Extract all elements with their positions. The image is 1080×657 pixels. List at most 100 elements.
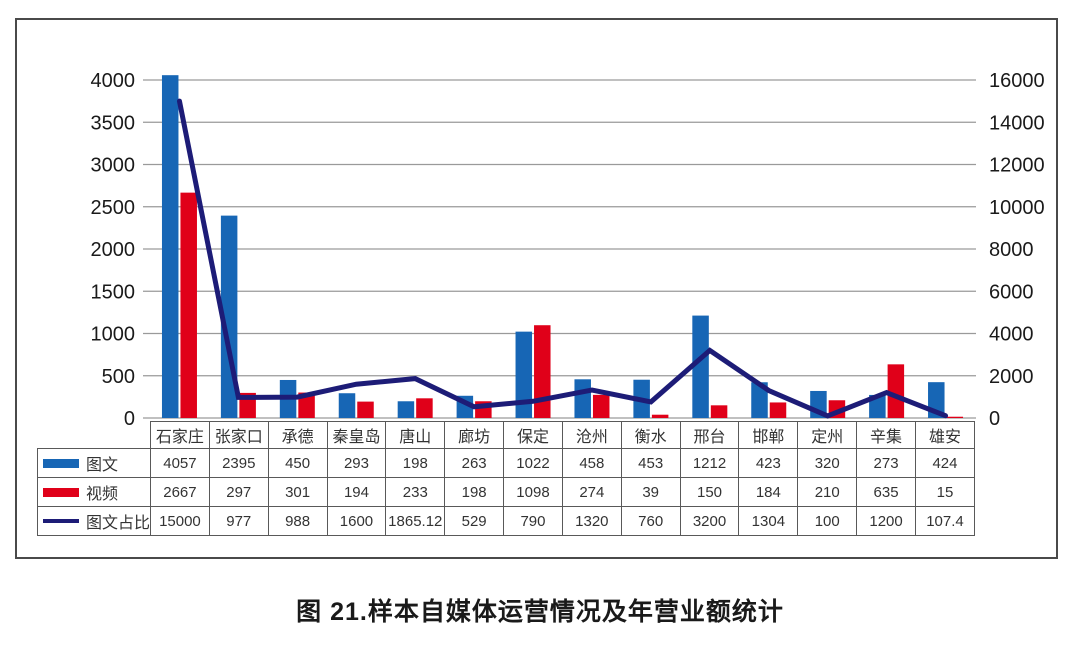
right-axis-tick-label: 10000 — [989, 197, 1045, 219]
value-cell-tuwen-5: 263 — [444, 448, 505, 478]
bar-tuwen-12 — [869, 394, 886, 418]
value-cell-shipin-11: 210 — [797, 477, 858, 507]
bar-shipin-0 — [180, 192, 197, 418]
bar-shipin-3 — [357, 401, 374, 418]
category-header-9: 邢台 — [679, 421, 740, 449]
value-cell-tuwen-zhanbi-13: 107.4 — [914, 506, 976, 536]
legend-line-swatch-icon — [43, 519, 79, 523]
right-axis-tick-label: 2000 — [989, 366, 1034, 388]
value-cell-shipin-1: 297 — [208, 477, 269, 507]
right-axis-tick-label: 12000 — [989, 155, 1045, 177]
legend-key-cell-shipin: 视频 — [37, 477, 151, 507]
bar-tuwen-0 — [161, 75, 179, 418]
category-header-7: 沧州 — [561, 421, 622, 449]
legend-bar-swatch-icon — [43, 458, 79, 468]
category-header-3: 秦皇岛 — [326, 421, 387, 449]
left-axis-tick-label: 3500 — [91, 112, 136, 134]
bar-shipin-6 — [534, 325, 551, 418]
value-cell-tuwen-zhanbi-1: 977 — [208, 506, 269, 536]
right-axis-tick-label: 0 — [989, 408, 1000, 430]
line-series-tuwen-zhanbi — [176, 98, 949, 419]
table-row-tuwen: 图文 4057 2395 450 293 198 263 1022 458 453 1212 423 3… — [37, 448, 976, 478]
bar-tuwen-6 — [515, 331, 533, 418]
left-axis-tick-label: 500 — [102, 366, 135, 388]
bar-tuwen-3 — [338, 393, 356, 418]
value-cell-tuwen-zhanbi-12: 1200 — [856, 506, 916, 536]
value-cell-tuwen-zhanbi-7: 1320 — [561, 506, 622, 536]
value-cell-tuwen-zhanbi-5: 529 — [444, 506, 505, 536]
value-cell-tuwen-6: 1022 — [503, 448, 563, 478]
right-axis-tick-label: 16000 — [989, 70, 1045, 92]
value-cell-tuwen-0: 4057 — [150, 448, 210, 478]
value-cell-tuwen-zhanbi-11: 100 — [797, 506, 858, 536]
bar-shipin-13 — [946, 416, 964, 418]
legend-bar-swatch-icon — [43, 487, 79, 497]
bar-shipin-9 — [710, 405, 728, 418]
left-axis-tick-label: 3000 — [91, 155, 136, 177]
right-axis-tick-label: 8000 — [989, 239, 1034, 261]
figure-caption: 图 21.样本自媒体运营情况及年营业额统计 — [296, 598, 784, 626]
table-corner-blank — [38, 422, 151, 449]
table-header-row: 石家庄 张家口 承德 秦皇岛 唐山 廊坊 保定 沧州 衡水 邢台 邯郸 定州 辛集 雄安 — [38, 421, 976, 449]
value-cell-shipin-10: 184 — [738, 477, 799, 507]
value-cell-shipin-12: 635 — [856, 477, 916, 507]
category-header-6: 保定 — [503, 421, 563, 449]
category-header-0: 石家庄 — [150, 421, 210, 449]
value-cell-shipin-2: 301 — [267, 477, 328, 507]
left-axis-tick-label: 2000 — [91, 239, 136, 261]
value-cell-tuwen-2: 450 — [267, 448, 328, 478]
value-cell-tuwen-9: 1212 — [679, 448, 740, 478]
value-cell-tuwen-12: 273 — [856, 448, 916, 478]
value-cell-tuwen-1: 2395 — [208, 448, 269, 478]
category-header-5: 廊坊 — [444, 421, 505, 449]
bar-tuwen-10 — [751, 382, 768, 418]
bar-shipin-12 — [887, 364, 905, 418]
legend-key-cell-tuwen: 图文 — [37, 448, 151, 478]
value-cell-tuwen-zhanbi-0: 15000 — [150, 506, 210, 536]
table-row-shipin: 视频 2667 297 301 194 233 198 1098 274 39 150 184 210 6… — [37, 477, 976, 507]
value-cell-tuwen-zhanbi-9: 3200 — [679, 506, 740, 536]
legend-label-shipin: 视频 — [86, 486, 119, 503]
value-cell-tuwen-zhanbi-2: 988 — [267, 506, 328, 536]
left-axis-tick-label: 1000 — [91, 324, 136, 346]
value-cell-tuwen-8: 453 — [620, 448, 681, 478]
value-cell-shipin-7: 274 — [561, 477, 622, 507]
left-axis-tick-label: 0 — [124, 408, 135, 430]
value-cell-tuwen-10: 423 — [738, 448, 799, 478]
value-cell-shipin-6: 1098 — [503, 477, 563, 507]
value-cell-shipin-13: 15 — [914, 477, 976, 507]
category-header-2: 承德 — [267, 421, 328, 449]
bar-shipin-8 — [651, 414, 669, 418]
left-axis-tick-label: 2500 — [91, 197, 136, 219]
right-axis-tick-label: 14000 — [989, 112, 1045, 134]
value-cell-tuwen-7: 458 — [561, 448, 622, 478]
bar-tuwen-4 — [397, 401, 415, 418]
legend-label-tuwen: 图文 — [86, 457, 119, 474]
category-header-4: 唐山 — [385, 421, 446, 449]
value-cell-shipin-4: 233 — [385, 477, 446, 507]
chart-data-table: 石家庄 张家口 承德 秦皇岛 唐山 廊坊 保定 沧州 衡水 邢台 邯郸 定州 辛集 雄安图文 4057 239… — [37, 421, 976, 536]
table-row-tuwen-zhanbi: 图文占比 15000 977 988 1600 1865.12 529 790 1320 760 3… — [37, 506, 976, 536]
bar-tuwen-9 — [692, 315, 709, 418]
bar-shipin-4 — [416, 398, 433, 418]
value-cell-tuwen-4: 198 — [385, 448, 446, 478]
value-cell-tuwen-zhanbi-10: 1304 — [738, 506, 799, 536]
value-cell-tuwen-11: 320 — [797, 448, 858, 478]
bar-shipin-2 — [298, 392, 315, 418]
left-axis-tick-label: 1500 — [91, 281, 136, 303]
category-header-11: 定州 — [797, 421, 858, 449]
value-cell-tuwen-zhanbi-3: 1600 — [326, 506, 387, 536]
value-cell-tuwen-zhanbi-8: 760 — [620, 506, 681, 536]
combo-chart-plot: 0 500 1000 1500 2000 2500 3000 3500 4000 0 2000 400… — [91, 70, 1045, 430]
value-cell-tuwen-13: 424 — [914, 448, 976, 478]
value-cell-shipin-8: 39 — [620, 477, 681, 507]
category-header-10: 邯郸 — [738, 421, 799, 449]
value-cell-shipin-5: 198 — [444, 477, 505, 507]
bar-shipin-10 — [769, 402, 787, 418]
bar-shipin-7 — [592, 394, 610, 418]
bar-tuwen-7 — [574, 379, 591, 418]
right-axis-tick-label: 4000 — [989, 324, 1034, 346]
category-header-1: 张家口 — [208, 421, 269, 449]
left-axis-tick-label: 4000 — [91, 70, 136, 92]
right-axis-tick-label: 6000 — [989, 281, 1034, 303]
